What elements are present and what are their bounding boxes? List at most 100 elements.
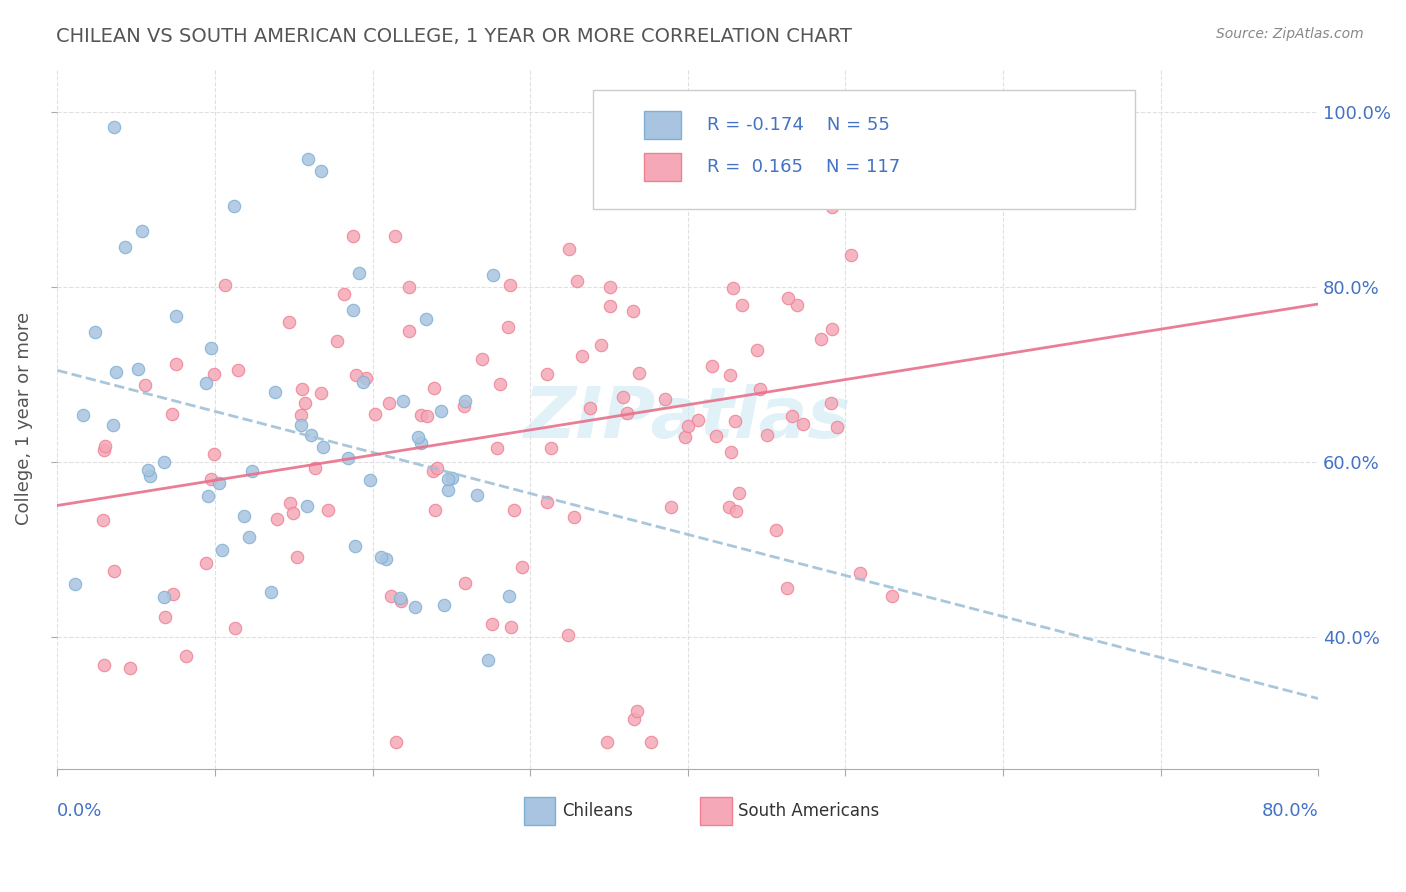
Point: [536, 367, 558, 381]
Point: [162, 587, 184, 601]
Text: R = -0.174    N = 55: R = -0.174 N = 55: [707, 116, 890, 134]
Point: [326, 334, 349, 348]
Point: [415, 312, 437, 326]
Point: [197, 489, 219, 503]
Point: [389, 594, 412, 608]
Point: [238, 530, 260, 544]
Point: [627, 366, 650, 380]
Point: [776, 581, 799, 595]
Point: [810, 332, 832, 346]
Point: [344, 368, 367, 382]
Point: [422, 464, 444, 478]
Point: [208, 475, 231, 490]
Point: [437, 472, 460, 486]
Y-axis label: College, 1 year or more: College, 1 year or more: [15, 312, 32, 525]
Point: [72, 408, 94, 422]
Point: [134, 378, 156, 392]
Point: [786, 298, 808, 312]
Point: [224, 622, 246, 636]
Point: [304, 460, 326, 475]
Point: [266, 512, 288, 526]
Point: [63, 577, 86, 591]
Point: [423, 381, 446, 395]
Point: [821, 200, 844, 214]
Point: [780, 409, 803, 423]
Point: [498, 590, 520, 604]
Point: [591, 338, 613, 352]
Point: [579, 401, 602, 416]
Point: [721, 281, 744, 295]
Point: [882, 589, 904, 603]
Text: CHILEAN VS SOUTH AMERICAN COLLEGE, 1 YEAR OR MORE CORRELATION CHART: CHILEAN VS SOUTH AMERICAN COLLEGE, 1 YEA…: [56, 27, 852, 45]
Point: [440, 471, 463, 485]
Point: [453, 399, 475, 413]
Point: [571, 349, 593, 363]
Point: [342, 303, 364, 318]
Point: [665, 148, 688, 162]
Point: [496, 320, 519, 334]
Point: [501, 620, 523, 634]
Point: [849, 566, 872, 580]
Point: [870, 178, 893, 193]
Point: [765, 164, 787, 178]
Point: [165, 357, 187, 371]
Point: [384, 229, 406, 244]
Point: [392, 393, 415, 408]
Point: [747, 343, 769, 358]
Point: [83, 325, 105, 339]
Point: [127, 362, 149, 376]
Point: [728, 485, 751, 500]
Point: [720, 445, 742, 459]
Point: [291, 382, 314, 396]
Point: [651, 156, 673, 170]
Point: [425, 503, 447, 517]
Point: [138, 463, 160, 477]
Point: [866, 125, 889, 139]
Point: [278, 315, 301, 329]
Point: [363, 407, 385, 421]
Point: [536, 495, 558, 509]
Point: [195, 556, 218, 570]
Point: [626, 704, 648, 718]
Point: [153, 590, 176, 604]
Point: [430, 403, 453, 417]
Point: [281, 506, 304, 520]
Point: [349, 266, 371, 280]
Point: [290, 417, 312, 432]
Point: [599, 279, 621, 293]
Point: [232, 509, 254, 524]
Point: [93, 657, 115, 672]
Point: [654, 392, 676, 406]
Point: [200, 341, 222, 355]
Text: 0.0%: 0.0%: [58, 802, 103, 820]
Point: [499, 277, 522, 292]
Point: [409, 408, 432, 422]
Point: [676, 418, 699, 433]
Point: [406, 430, 429, 444]
Point: [104, 366, 127, 380]
Text: South Americans: South Americans: [738, 802, 879, 820]
Point: [599, 299, 621, 313]
Point: [717, 500, 740, 515]
Point: [416, 409, 439, 423]
Point: [344, 540, 367, 554]
Point: [301, 428, 323, 442]
Point: [359, 473, 381, 487]
Point: [485, 442, 508, 456]
Point: [820, 396, 842, 410]
Point: [356, 371, 378, 385]
FancyBboxPatch shape: [524, 797, 555, 824]
Point: [264, 384, 287, 399]
Point: [465, 488, 488, 502]
Point: [93, 443, 115, 458]
Point: [103, 564, 125, 578]
Point: [776, 291, 799, 305]
Point: [616, 406, 638, 420]
Point: [214, 277, 236, 292]
Point: [162, 407, 184, 421]
Point: [612, 390, 634, 404]
Point: [488, 376, 510, 391]
Point: [398, 280, 420, 294]
Point: [841, 248, 863, 262]
Point: [454, 575, 477, 590]
